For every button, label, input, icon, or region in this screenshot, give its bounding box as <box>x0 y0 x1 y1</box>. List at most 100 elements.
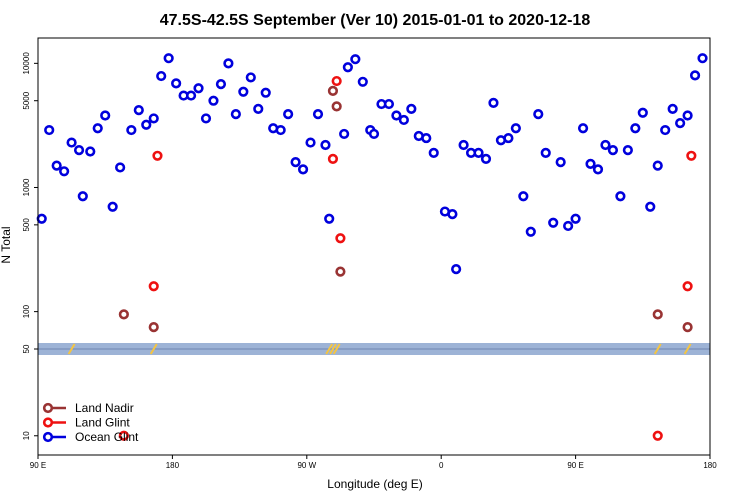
ocean-glint-point <box>312 109 324 120</box>
ocean-glint-point <box>59 166 70 177</box>
land-glint-point <box>682 281 693 292</box>
x-tick-label: 180 <box>166 461 180 470</box>
ocean-glint-point <box>533 109 544 120</box>
ocean-glint-point <box>555 157 566 168</box>
band-marker <box>67 343 76 355</box>
land-nadir-point <box>682 322 693 333</box>
ocean-glint-point <box>107 201 118 212</box>
land-nadir-point <box>331 101 342 112</box>
ocean-glint-point <box>473 147 484 158</box>
ocean-glint-point <box>230 109 241 120</box>
ocean-glint-point <box>51 160 62 171</box>
legend-marker-land-nadir <box>42 402 54 414</box>
ocean-glint-point <box>290 157 301 168</box>
ocean-glint-point <box>200 113 212 124</box>
band-marker <box>329 343 337 355</box>
ocean-glint-point <box>148 113 159 124</box>
land-nadir-point <box>118 309 129 320</box>
ocean-glint-point <box>398 114 409 126</box>
ocean-glint-point <box>115 162 126 173</box>
x-axis: 90 E 180 90 W 0 90 E 180 <box>30 455 717 470</box>
ocean-glint-point <box>253 103 264 114</box>
threshold-band-layer <box>38 342 710 355</box>
ocean-glint-point <box>133 105 144 116</box>
ocean-glint-point <box>503 132 514 144</box>
land-glint-point <box>148 281 159 292</box>
land-glint-point <box>118 430 129 441</box>
ocean-glint-point <box>223 58 234 69</box>
ocean-glint-point <box>208 95 219 106</box>
x-tick-label: 180 <box>703 461 717 470</box>
ocean-glint-point <box>324 213 335 224</box>
ocean-glint-point <box>540 147 551 158</box>
land-glint-point <box>152 150 163 161</box>
ocean-glint-point <box>637 107 648 118</box>
ocean-glint-point <box>275 124 286 136</box>
ocean-glint-point <box>622 145 633 156</box>
y-tick-label: 500 <box>22 218 31 232</box>
x-tick-label: 0 <box>439 461 444 470</box>
ocean-glint-point <box>383 98 395 110</box>
ocean-glint-point <box>577 123 589 134</box>
x-tick-label: 90 E <box>30 461 46 470</box>
ocean-glint-point <box>92 123 103 134</box>
ocean-glint-point <box>36 213 47 224</box>
ocean-glint-point <box>283 109 294 120</box>
ocean-glint-point <box>44 124 55 136</box>
y-tick-label: 1000 <box>22 178 31 196</box>
ocean-glint-point <box>339 128 350 140</box>
y-tick-label: 5000 <box>22 91 31 109</box>
ocean-glint-point <box>630 123 641 134</box>
land-glint-point <box>327 153 339 164</box>
x-axis-label: Longitude (deg E) <box>327 477 422 491</box>
ocean-glint-point <box>682 110 693 121</box>
ocean-glint-point <box>585 158 596 169</box>
ocean-glint-point <box>193 83 204 94</box>
ocean-glint-point <box>510 123 521 134</box>
ocean-glint-point <box>660 124 671 136</box>
ocean-glint-point <box>391 110 402 121</box>
ocean-glint-point <box>163 53 174 64</box>
ocean-glint-point <box>697 53 708 64</box>
ocean-glint-point <box>548 217 559 228</box>
ocean-glint-point <box>406 103 417 114</box>
ocean-glint-point <box>305 137 316 148</box>
land-glint-point <box>686 150 697 161</box>
land-nadir-point <box>148 322 159 333</box>
ocean-glint-point <box>645 201 656 212</box>
ocean-glint-point <box>171 78 182 89</box>
ocean-glint-point <box>185 90 197 101</box>
ocean-glint-point <box>77 191 88 202</box>
ocean-glint-point <box>350 54 361 65</box>
band-marker <box>149 343 158 355</box>
ocean-glint-point <box>615 191 626 202</box>
ocean-glint-point <box>675 118 686 129</box>
ocean-glint-point <box>342 62 353 73</box>
land-nadir-point <box>335 266 346 277</box>
land-glint-point <box>331 75 342 87</box>
ocean-glint-point <box>488 97 499 109</box>
ocean-glint-point <box>689 70 701 81</box>
ocean-glint-point <box>320 139 331 151</box>
ocean-glint-point <box>428 147 439 158</box>
band-marker <box>332 343 341 355</box>
y-tick-label: 100 <box>22 304 31 318</box>
ocean-glint-point <box>518 191 529 202</box>
legend-label-land-glint: Land Glint <box>75 416 130 430</box>
ocean-glint-point <box>592 164 604 175</box>
land-glint-point <box>335 233 346 244</box>
ocean-glint-point <box>126 124 137 136</box>
ocean-glint-point <box>368 128 380 140</box>
ocean-glint-point <box>607 145 619 156</box>
y-tick-label: 10000 <box>22 52 31 75</box>
ocean-glint-point <box>357 76 368 87</box>
ocean-glint-point <box>66 137 77 148</box>
legend-label-ocean-glint: Ocean Glint <box>75 430 139 444</box>
ocean-glint-point <box>525 226 536 237</box>
ocean-glint-point <box>421 132 432 144</box>
ocean-glint-point <box>73 145 85 156</box>
ocean-glint-point <box>245 72 256 83</box>
ocean-glint-point <box>260 87 271 98</box>
